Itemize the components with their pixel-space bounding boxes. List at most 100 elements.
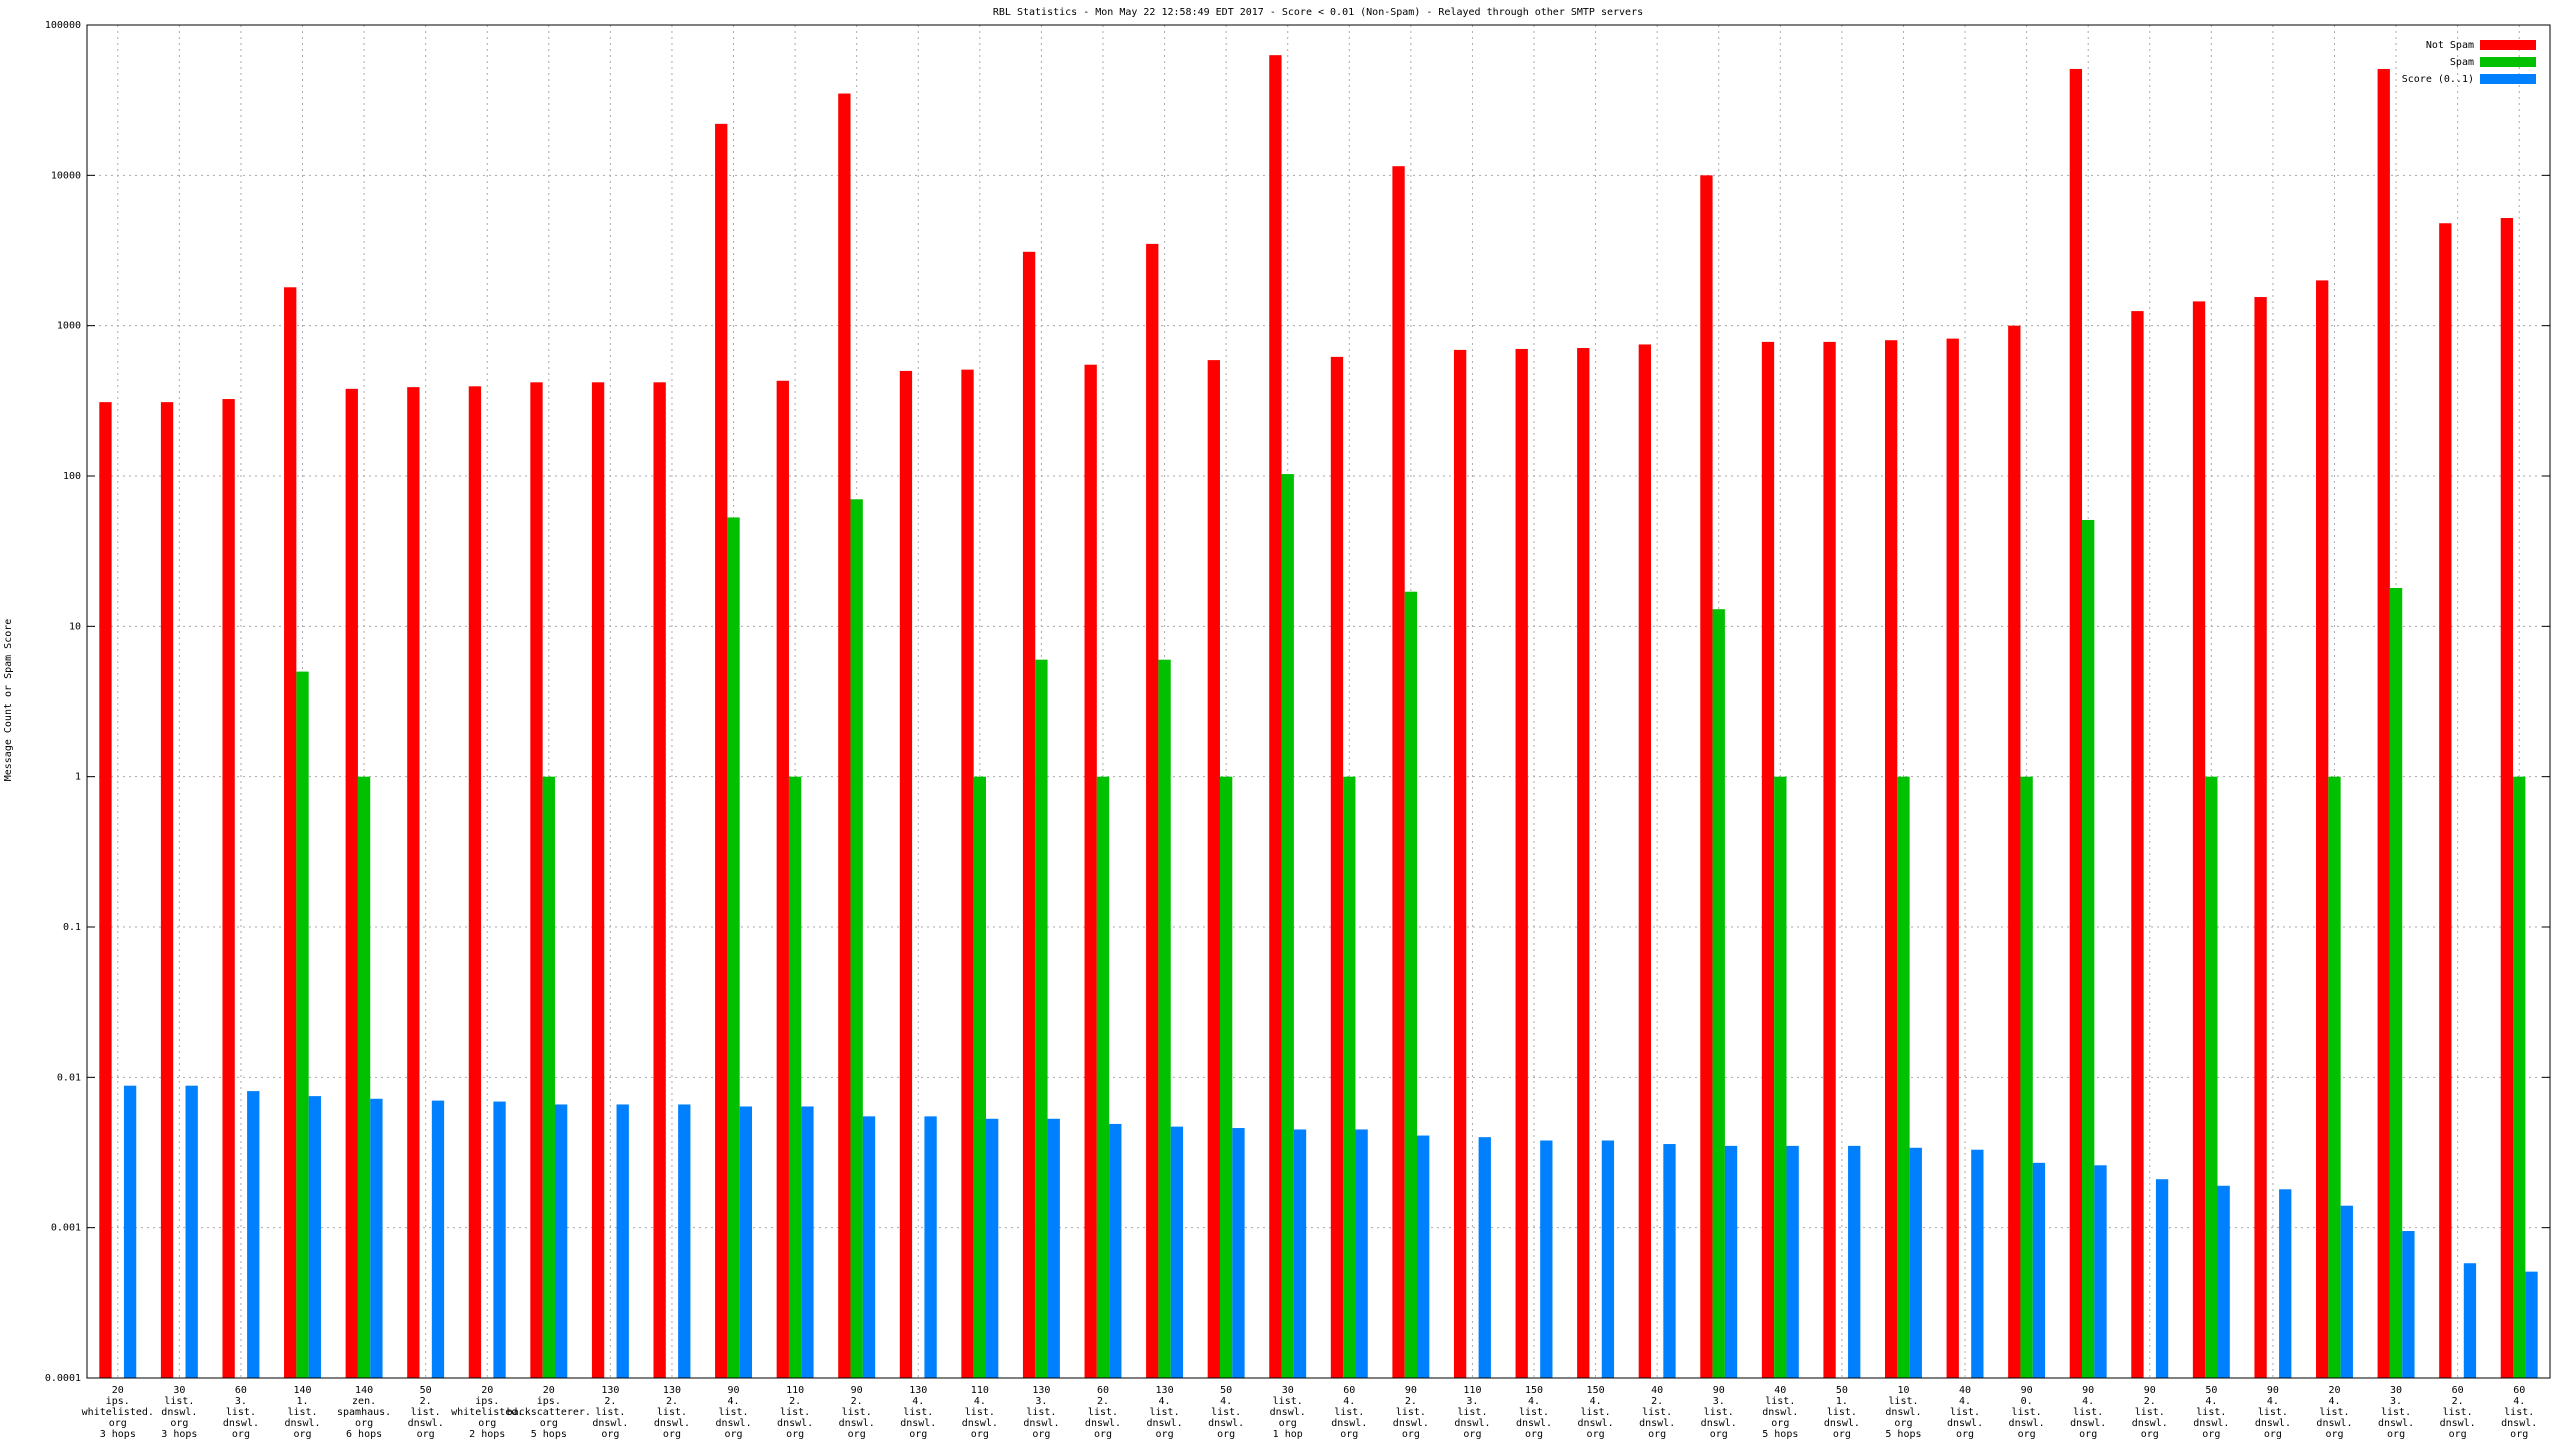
- x-tick-label-line: dnswl.: [223, 1418, 259, 1429]
- bar: [653, 382, 666, 1378]
- bar: [2377, 68, 2390, 1379]
- x-tick-label-line: 3 hops: [100, 1429, 136, 1440]
- bar: [973, 776, 986, 1378]
- bar: [1478, 1137, 1491, 1378]
- x-tick-label-line: org: [109, 1418, 127, 1429]
- x-tick-label-line: 2.: [420, 1396, 432, 1407]
- bar: [1404, 591, 1418, 1378]
- bar: [1884, 340, 1898, 1378]
- x-tick-label-line: 110: [971, 1385, 989, 1396]
- x-tick-label: 30 list. dnswl. org 1 hop: [1270, 1385, 1306, 1440]
- x-tick-label-line: list.: [1088, 1407, 1118, 1418]
- x-tick-label-line: org: [355, 1418, 373, 1429]
- x-tick-label-line: list.: [1888, 1396, 1918, 1407]
- x-tick-label-line: org: [2510, 1429, 2528, 1440]
- bar: [1786, 1145, 1799, 1378]
- x-tick-label-line: 150: [1525, 1385, 1543, 1396]
- x-tick-label-line: 50: [1220, 1385, 1232, 1396]
- x-tick-label-line: dnswl.: [1270, 1407, 1306, 1418]
- bar: [2525, 1271, 2538, 1378]
- x-tick-label-line: 50: [2205, 1385, 2217, 1396]
- x-tick-label-line: list.: [2381, 1407, 2411, 1418]
- x-tick-label-line: list.: [164, 1396, 194, 1407]
- bar: [2500, 218, 2514, 1379]
- bar: [247, 1091, 260, 1378]
- x-tick-label-line: org: [971, 1429, 989, 1440]
- x-tick-label-line: org: [478, 1418, 496, 1429]
- bar: [1047, 1118, 1060, 1378]
- x-tick-label-line: dnswl.: [839, 1418, 875, 1429]
- bar: [1392, 166, 1405, 1379]
- bar: [788, 776, 802, 1378]
- x-tick-label-line: 90: [2144, 1385, 2156, 1396]
- x-tick-label-line: 60: [2513, 1385, 2525, 1396]
- bar: [838, 93, 851, 1379]
- x-tick-label-line: org: [232, 1429, 250, 1440]
- chart-title: RBL Statistics - Mon May 22 12:58:49 EDT…: [993, 7, 1643, 18]
- x-tick-label-line: 4.: [1959, 1396, 1971, 1407]
- bar: [1022, 251, 1036, 1379]
- bar: [2217, 1185, 2230, 1378]
- x-tick-label-line: list.: [1642, 1407, 1672, 1418]
- bar: [899, 370, 913, 1378]
- x-tick-label-line: 3 hops: [161, 1429, 197, 1440]
- x-tick-label-line: 30: [2390, 1385, 2402, 1396]
- x-tick-label-line: dnswl.: [777, 1418, 813, 1429]
- x-tick-label-line: 3.: [2390, 1396, 2402, 1407]
- x-tick-label-line: org: [1956, 1429, 1974, 1440]
- x-tick-label-line: org: [417, 1429, 435, 1440]
- x-tick-label-line: dnswl.: [161, 1407, 197, 1418]
- legend-swatch: [2480, 74, 2536, 84]
- x-tick-label-line: whitelisted.: [451, 1407, 523, 1418]
- x-tick-label-line: org: [725, 1429, 743, 1440]
- bar: [99, 402, 112, 1378]
- x-tick-label-line: 40: [1651, 1385, 1663, 1396]
- x-tick-label-line: org: [1340, 1429, 1358, 1440]
- bar: [185, 1085, 198, 1378]
- x-tick-label-line: org: [2325, 1429, 2343, 1440]
- x-tick-label-line: 2.: [851, 1396, 863, 1407]
- x-tick-label-line: 4.: [2267, 1396, 2279, 1407]
- bar: [431, 1100, 445, 1378]
- x-tick-label-line: dnswl.: [1947, 1418, 1983, 1429]
- bar: [160, 402, 174, 1378]
- x-tick-label-line: list.: [657, 1407, 687, 1418]
- x-tick-label-line: 50: [420, 1385, 432, 1396]
- x-tick-label-line: org: [1710, 1429, 1728, 1440]
- x-tick-label-line: list.: [1334, 1407, 1364, 1418]
- x-tick-label-line: dnswl.: [2070, 1418, 2106, 1429]
- x-tick-label-line: 20: [543, 1385, 555, 1396]
- x-tick-label-line: 4.: [2328, 1396, 2340, 1407]
- bar: [616, 1104, 629, 1378]
- x-tick-label-line: 2 hops: [469, 1429, 505, 1440]
- x-tick-label-line: org: [1094, 1429, 1112, 1440]
- x-tick-label-line: org: [786, 1429, 804, 1440]
- x-tick-label-line: 1 hop: [1273, 1429, 1303, 1440]
- x-tick-label-line: whitelisted.: [82, 1407, 154, 1418]
- x-tick-label-line: org: [2141, 1429, 2159, 1440]
- x-tick-label-line: dnswl.: [1824, 1418, 1860, 1429]
- x-tick-label-line: 4.: [1528, 1396, 1540, 1407]
- bar: [2192, 301, 2206, 1378]
- bar: [2155, 1179, 2169, 1378]
- bar: [1232, 1128, 1245, 1378]
- y-tick-label: 0.001: [51, 1223, 81, 1234]
- x-tick-label-line: 4.: [728, 1396, 740, 1407]
- bar: [407, 387, 420, 1378]
- x-tick-label-line: list.: [1519, 1407, 1549, 1418]
- x-tick-label-line: dnswl.: [408, 1418, 444, 1429]
- x-tick-label-line: list.: [2504, 1407, 2534, 1418]
- x-tick-label-line: 90: [2267, 1385, 2279, 1396]
- bar: [2131, 311, 2144, 1378]
- x-tick-label-line: 140: [355, 1385, 373, 1396]
- x-tick-label-line: dnswl.: [654, 1418, 690, 1429]
- x-tick-label-line: dnswl.: [592, 1418, 628, 1429]
- x-tick-label-line: 130: [1156, 1385, 1174, 1396]
